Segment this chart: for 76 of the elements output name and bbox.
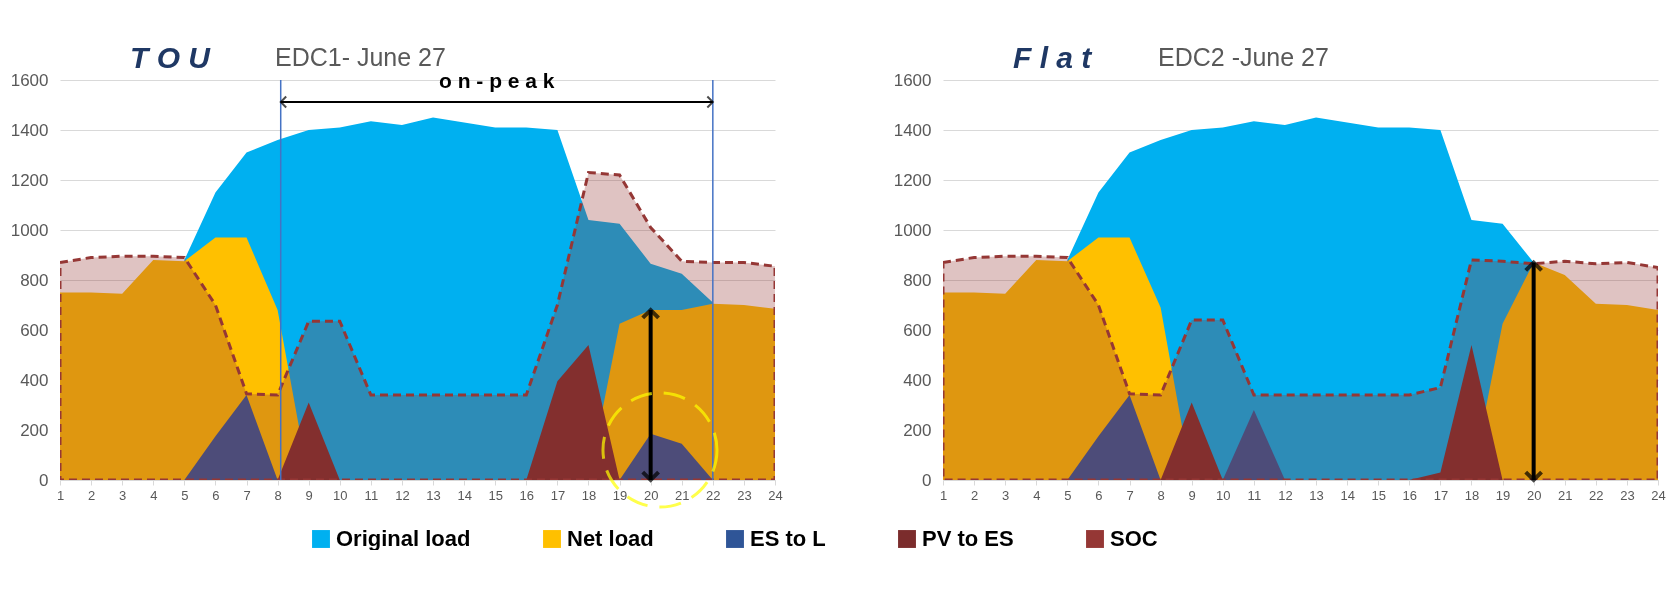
x-tick-label: 21 bbox=[1558, 487, 1573, 503]
annotation: o n - p e a k bbox=[439, 69, 555, 92]
x-tick-label: 10 bbox=[333, 487, 348, 503]
legend-label: PV to ES bbox=[922, 526, 1014, 551]
x-tick-label: 7 bbox=[1126, 487, 1134, 503]
y-tick-label: 1600 bbox=[893, 70, 932, 90]
legend-label: Original load bbox=[336, 526, 471, 551]
y-tick-label: 400 bbox=[20, 370, 49, 390]
x-tick-label: 14 bbox=[1340, 487, 1355, 503]
x-tick-label: 17 bbox=[1433, 487, 1449, 503]
x-tick-label: 8 bbox=[274, 487, 282, 503]
x-tick-label: 16 bbox=[1402, 487, 1418, 503]
y-tick-label: 200 bbox=[903, 420, 932, 440]
x-tick-label: 1 bbox=[56, 487, 65, 503]
x-tick-label: 22 bbox=[706, 487, 721, 503]
x-tick-label: 6 bbox=[1095, 487, 1103, 503]
x-tick-label: 15 bbox=[1371, 487, 1386, 503]
chart-subtitle: EDC2 -June 27 bbox=[1158, 43, 1329, 71]
y-tick-label: 800 bbox=[903, 270, 932, 290]
x-tick-label: 15 bbox=[488, 487, 503, 503]
x-tick-label: 22 bbox=[1589, 487, 1604, 503]
y-tick-label: 1400 bbox=[893, 120, 932, 140]
x-tick-label: 21 bbox=[675, 487, 690, 503]
chart-title: T O U bbox=[130, 41, 212, 74]
y-tick-label: 400 bbox=[903, 370, 932, 390]
x-tick-label: 13 bbox=[426, 487, 441, 503]
x-tick-label: 14 bbox=[457, 487, 472, 503]
x-tick-label: 23 bbox=[737, 487, 752, 503]
y-tick-label: 200 bbox=[20, 420, 49, 440]
y-tick-label: 600 bbox=[903, 320, 932, 340]
x-tick-label: 7 bbox=[243, 487, 251, 503]
x-tick-label: 11 bbox=[364, 487, 379, 503]
y-tick-label: 1200 bbox=[10, 170, 49, 190]
y-tick-label: 0 bbox=[39, 470, 49, 490]
x-tick-label: 9 bbox=[1188, 487, 1196, 503]
x-tick-label: 19 bbox=[612, 487, 628, 503]
x-tick-label: 20 bbox=[1526, 487, 1542, 503]
x-tick-label: 5 bbox=[181, 487, 189, 503]
x-tick-label: 1 bbox=[939, 487, 948, 503]
x-tick-label: 18 bbox=[1464, 487, 1480, 503]
x-tick-label: 8 bbox=[1157, 487, 1165, 503]
x-tick-label: 20 bbox=[643, 487, 659, 503]
x-tick-label: 18 bbox=[581, 487, 597, 503]
x-tick-label: 6 bbox=[212, 487, 220, 503]
y-tick-label: 1400 bbox=[10, 120, 49, 140]
legend-label: SOC bbox=[1110, 526, 1158, 551]
x-tick-label: 24 bbox=[768, 487, 783, 503]
x-tick-label: 23 bbox=[1620, 487, 1635, 503]
legend-label: Net load bbox=[567, 526, 654, 551]
x-tick-label: 16 bbox=[519, 487, 535, 503]
x-tick-label: 5 bbox=[1064, 487, 1072, 503]
x-tick-label: 4 bbox=[150, 487, 158, 503]
x-tick-label: 13 bbox=[1309, 487, 1324, 503]
x-tick-label: 2 bbox=[970, 487, 979, 503]
x-tick-label: 11 bbox=[1247, 487, 1262, 503]
x-tick-label: 2 bbox=[87, 487, 96, 503]
x-tick-label: 9 bbox=[305, 487, 313, 503]
y-tick-label: 1000 bbox=[893, 220, 932, 240]
x-tick-label: 12 bbox=[395, 487, 410, 503]
x-tick-label: 4 bbox=[1033, 487, 1041, 503]
y-tick-label: 800 bbox=[20, 270, 49, 290]
y-tick-label: 0 bbox=[922, 470, 932, 490]
x-tick-label: 24 bbox=[1651, 487, 1666, 503]
y-tick-label: 1600 bbox=[10, 70, 49, 90]
x-tick-label: 19 bbox=[1495, 487, 1511, 503]
legend-label: ES to L bbox=[750, 526, 826, 551]
x-tick-label: 17 bbox=[550, 487, 566, 503]
x-tick-label: 10 bbox=[1216, 487, 1231, 503]
y-tick-label: 600 bbox=[20, 320, 49, 340]
x-tick-label: 3 bbox=[1002, 487, 1010, 503]
x-tick-label: 12 bbox=[1278, 487, 1293, 503]
y-tick-label: 1200 bbox=[893, 170, 932, 190]
chart-subtitle: EDC1- June 27 bbox=[275, 43, 446, 71]
x-tick-label: 3 bbox=[119, 487, 127, 503]
chart-title: F l a t bbox=[1013, 41, 1094, 74]
y-tick-label: 1000 bbox=[10, 220, 49, 240]
